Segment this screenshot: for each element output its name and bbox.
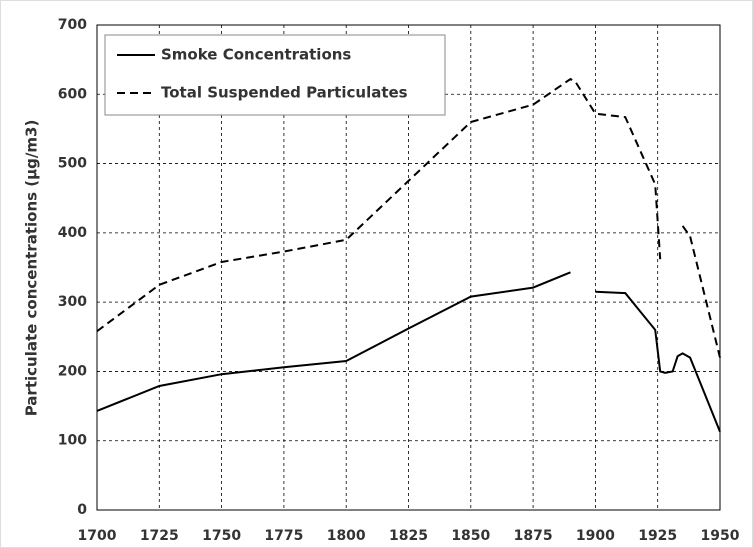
legend-label: Smoke Concentrations xyxy=(161,46,351,64)
x-tick-label: 1850 xyxy=(451,528,490,544)
y-tick-label: 100 xyxy=(58,433,87,449)
y-tick-label: 300 xyxy=(58,294,87,310)
x-tick-label: 1750 xyxy=(202,528,241,544)
x-tick-label: 1900 xyxy=(576,528,615,544)
y-tick-label: 500 xyxy=(58,156,87,172)
plot-border xyxy=(96,24,721,511)
x-tick-label: 1800 xyxy=(327,528,366,544)
y-tick-label: 600 xyxy=(58,86,87,102)
y-tick-label: 0 xyxy=(77,502,87,518)
y-axis-label: Particulate concentrations (µg/m3) xyxy=(23,120,41,417)
y-tick-label: 700 xyxy=(58,17,87,33)
legend-box xyxy=(104,34,446,116)
x-tick-label: 1700 xyxy=(78,528,117,544)
x-tick-label: 1950 xyxy=(701,528,740,544)
x-tick-label: 1725 xyxy=(140,528,179,544)
legend-label: Total Suspended Particulates xyxy=(161,84,408,102)
x-tick-label: 1925 xyxy=(638,528,677,544)
y-tick-label: 400 xyxy=(58,225,87,241)
data-line xyxy=(96,77,721,358)
x-tick-label: 1825 xyxy=(389,528,428,544)
x-tick-label: 1775 xyxy=(264,528,303,544)
x-tick-label: 1875 xyxy=(514,528,553,544)
y-tick-label: 200 xyxy=(58,363,87,379)
data-line xyxy=(96,271,721,433)
